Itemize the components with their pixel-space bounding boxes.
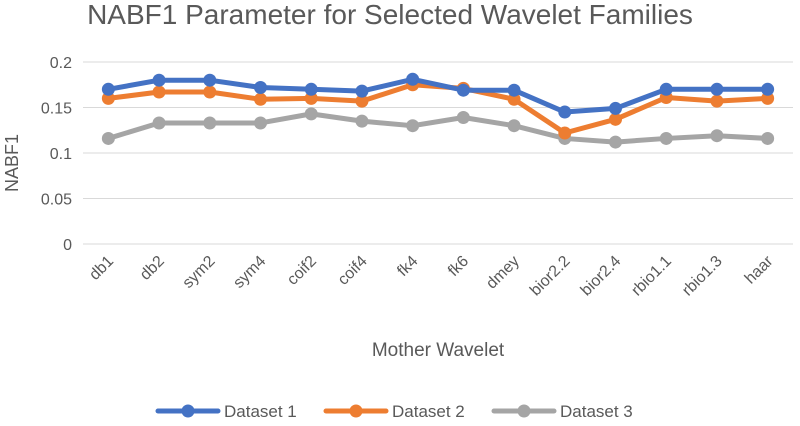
series-dataset-2 (101, 78, 775, 140)
y-tick-label: 0 (63, 237, 72, 254)
x-tick-label: db1 (86, 253, 117, 284)
data-point (710, 94, 724, 108)
y-tick-label: 0.1 (50, 146, 72, 163)
series-line (105, 76, 771, 115)
data-point (507, 119, 521, 133)
x-tick-label: rbio1.3 (679, 253, 726, 300)
legend-item: Dataset 2 (323, 402, 465, 421)
x-tick-label: bior2.4 (578, 253, 625, 300)
data-point (406, 72, 420, 86)
data-point (203, 85, 217, 99)
x-tick-label: bior2.2 (527, 253, 574, 300)
x-tick-label: fk6 (445, 253, 472, 280)
legend: Dataset 1 Dataset 2 Dataset 3 (155, 402, 633, 421)
data-point (609, 112, 622, 126)
y-tick-label: 0.2 (50, 55, 72, 72)
series-dataset-1 (101, 72, 775, 119)
x-tick-label: db2 (137, 253, 168, 284)
series-line (105, 111, 771, 145)
data-point (710, 82, 724, 96)
data-point (101, 131, 115, 145)
data-point (355, 94, 369, 108)
data-point (304, 91, 318, 105)
chart-title: NABF1 Parameter for Selected Wavelet Fam… (87, 0, 693, 30)
legend-label: Dataset 1 (224, 402, 297, 421)
x-tick-label: sym4 (230, 253, 269, 292)
data-point (456, 83, 470, 97)
x-tick-labels: db1 db2 sym2 sym4 coif2 coif4 fk4 fk6 dmey bior2.… (86, 252, 777, 299)
legend-item: Dataset 1 (155, 402, 297, 421)
data-point (609, 135, 622, 149)
y-tick-label: 0.05 (41, 192, 72, 209)
data-point (761, 91, 775, 105)
data-point (203, 116, 217, 130)
data-point (152, 73, 166, 87)
legend-marker (349, 404, 363, 418)
data-point (203, 73, 217, 87)
data-point (304, 107, 318, 121)
data-point (101, 91, 115, 105)
legend-marker (517, 404, 531, 418)
x-tick-label: dmey (483, 253, 523, 293)
x-tick-label: coif2 (284, 253, 320, 289)
data-point (659, 82, 673, 96)
data-point (254, 92, 267, 106)
y-tick-label: 0.15 (41, 101, 72, 118)
data-point (152, 85, 166, 99)
legend-item: Dataset 3 (491, 402, 633, 421)
data-point (254, 80, 267, 94)
data-point (507, 92, 521, 106)
x-tick-label: fk4 (394, 253, 421, 280)
data-point (558, 105, 572, 119)
y-tick-labels: 0 0.05 0.1 0.15 0.2 (41, 55, 72, 254)
series-dataset-3 (101, 107, 775, 149)
x-tick-label: sym2 (180, 253, 219, 292)
data-point (101, 82, 115, 96)
legend-marker (181, 404, 195, 418)
data-point (659, 131, 673, 145)
series-lines (101, 72, 775, 149)
data-point (152, 116, 166, 130)
data-point (761, 82, 775, 96)
data-point (456, 111, 470, 125)
legend-label: Dataset 2 (392, 402, 465, 421)
data-point (710, 129, 724, 143)
data-point (254, 116, 267, 130)
data-point (609, 101, 622, 115)
data-point (304, 82, 318, 96)
data-point (355, 114, 369, 128)
legend-label: Dataset 3 (560, 402, 633, 421)
data-point (761, 131, 775, 145)
data-point (406, 119, 420, 133)
gridlines (83, 61, 793, 245)
x-tick-label: coif4 (335, 253, 371, 289)
x-tick-label: haar (742, 252, 777, 287)
x-axis-label: Mother Wavelet (372, 340, 505, 361)
x-tick-label: rbio1.1 (628, 253, 675, 300)
data-point (507, 83, 521, 97)
data-point (355, 84, 369, 98)
y-axis-label: NABF1 (2, 134, 22, 192)
data-point (558, 126, 572, 140)
